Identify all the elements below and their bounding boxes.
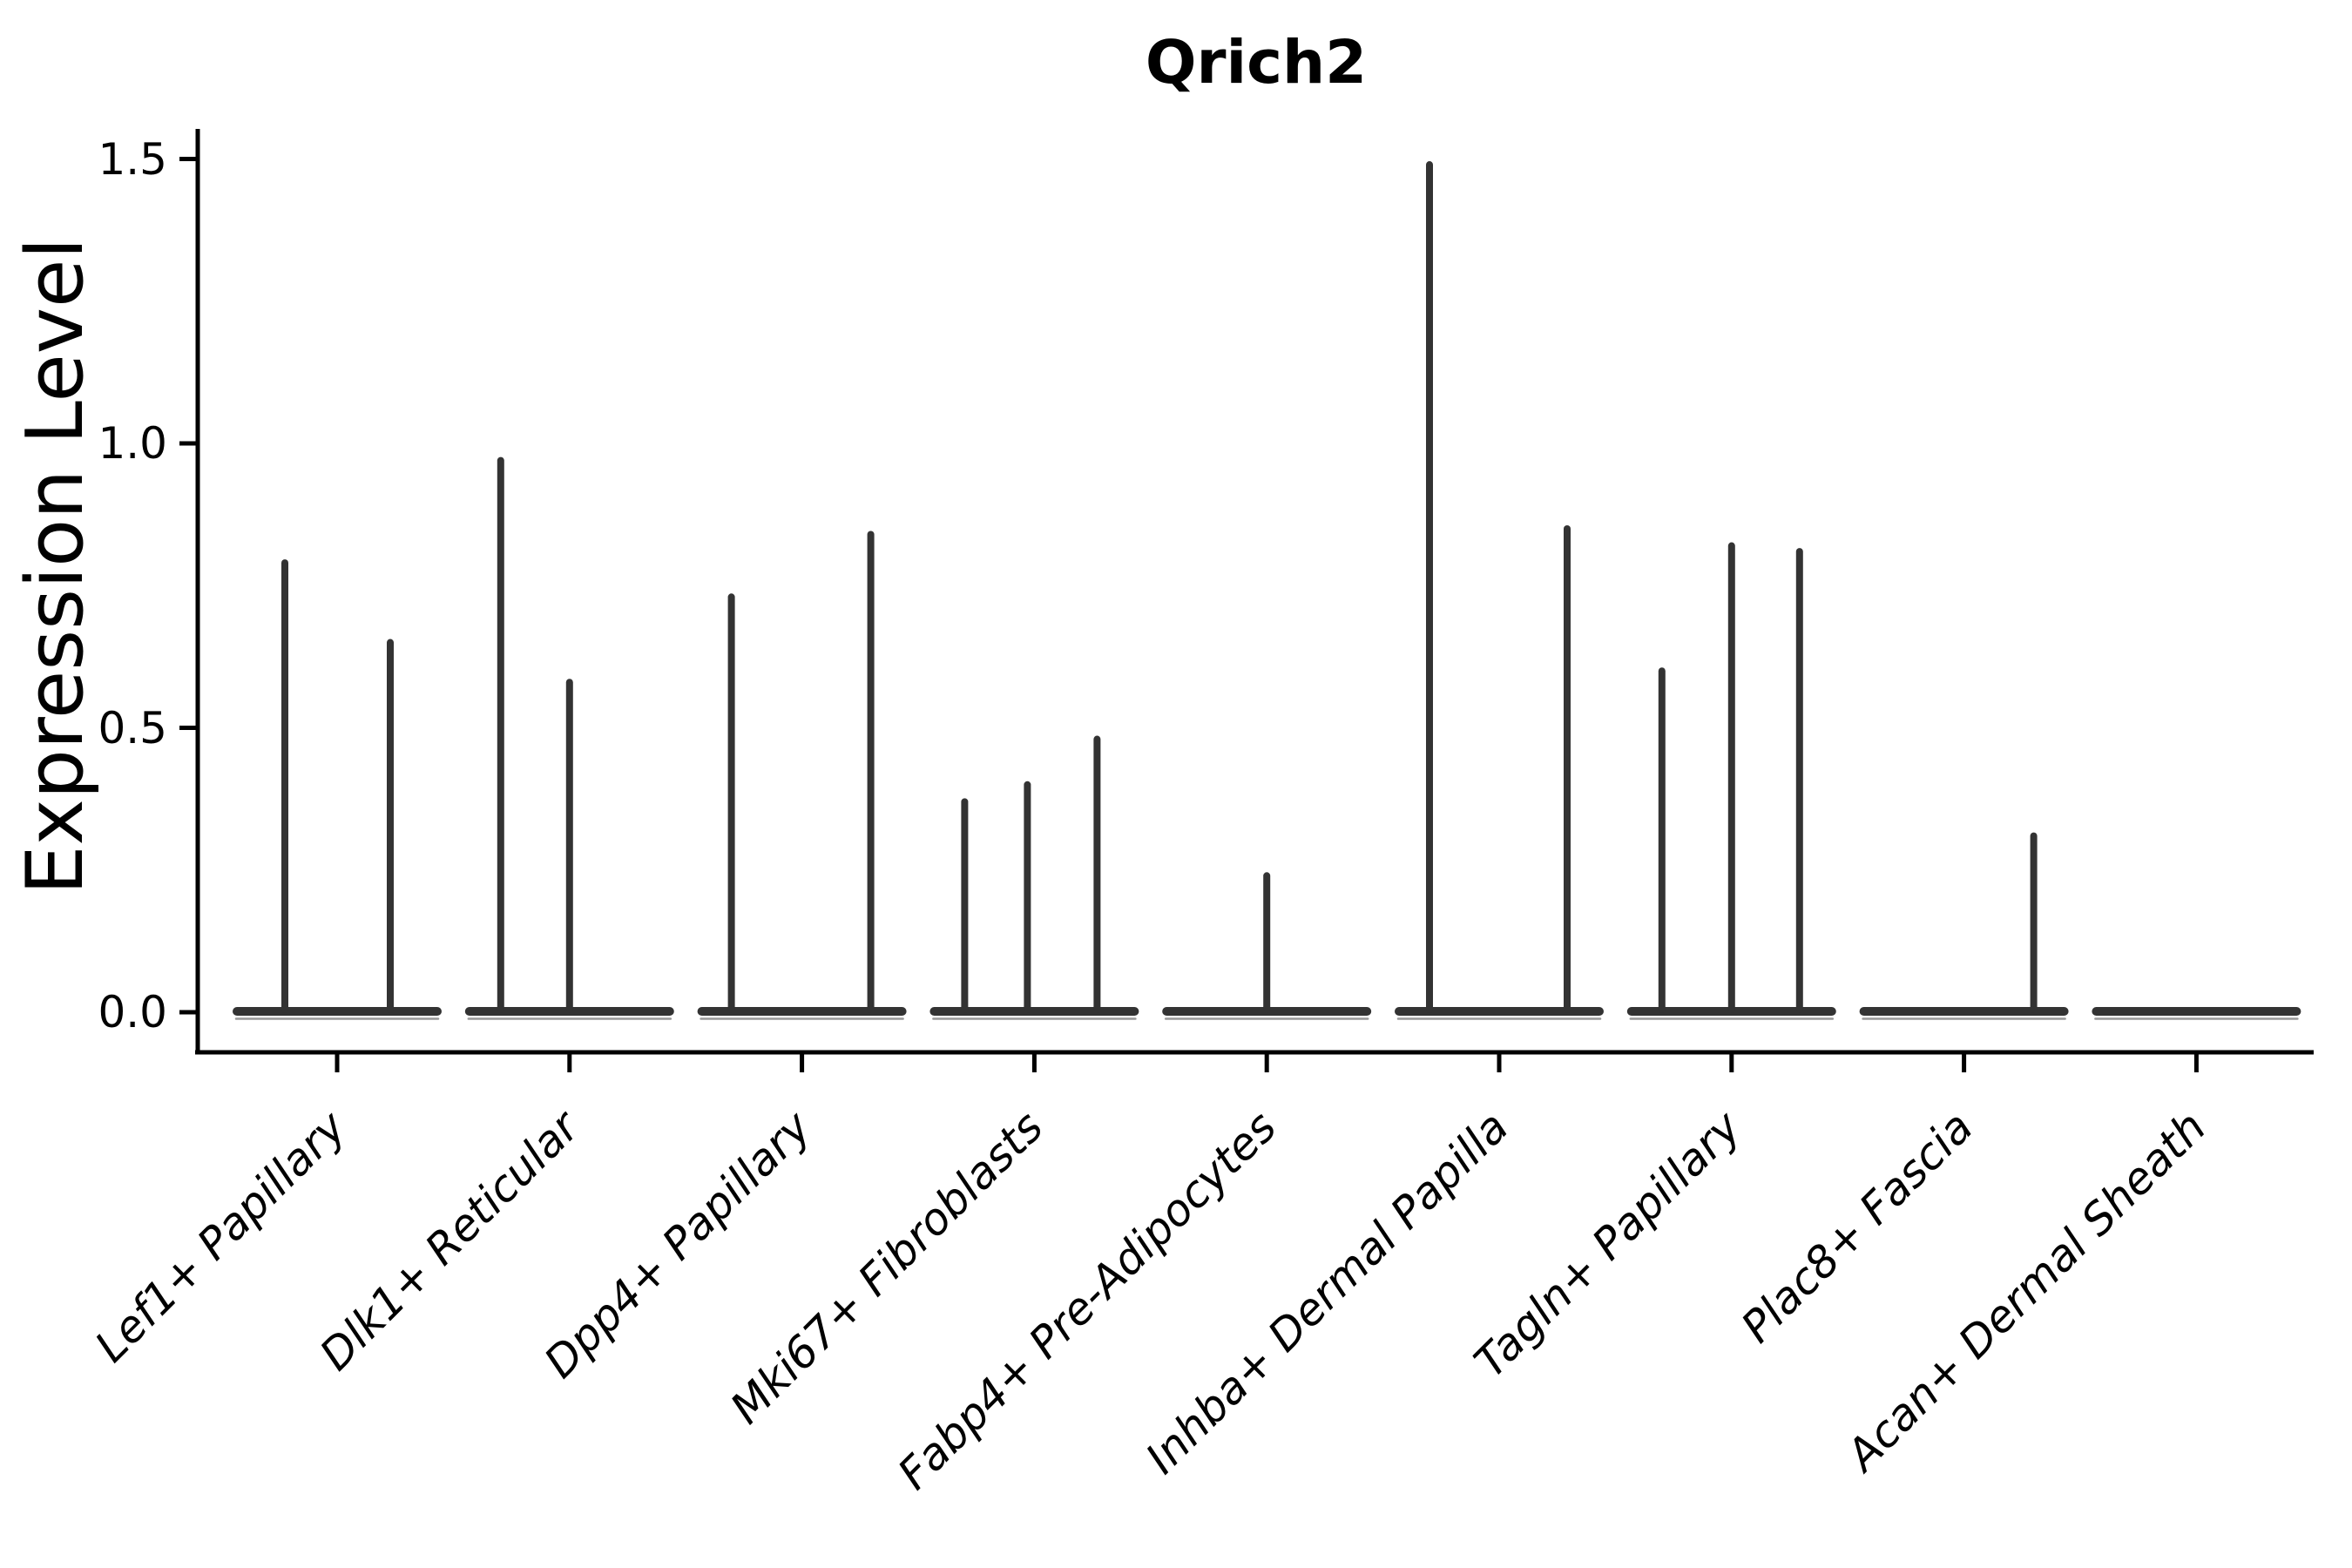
y-tick-label: 1.5 — [98, 133, 167, 185]
y-tick-label: 1.0 — [98, 418, 167, 469]
chart-title: Qrich2 — [1145, 28, 1368, 98]
y-tick-label: 0.5 — [98, 702, 167, 754]
y-tick-label: 0.0 — [98, 987, 167, 1037]
